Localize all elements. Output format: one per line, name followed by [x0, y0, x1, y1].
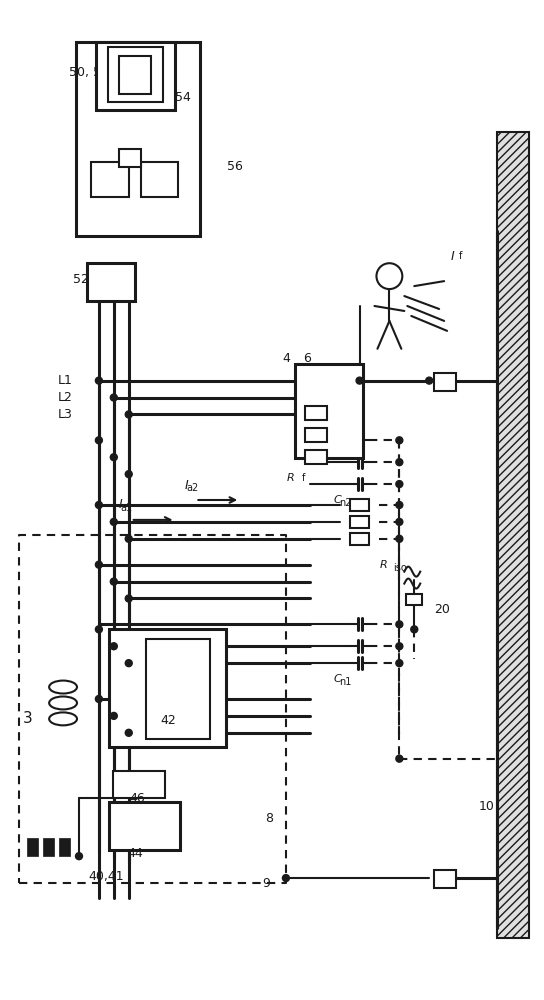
Circle shape — [396, 660, 403, 667]
Bar — [91, 162, 129, 197]
Bar — [406, 594, 422, 605]
Bar — [109, 629, 226, 747]
Text: I: I — [184, 479, 188, 492]
Text: a1: a1 — [121, 503, 133, 513]
Text: R: R — [287, 473, 295, 483]
Text: 44: 44 — [128, 847, 144, 860]
Circle shape — [125, 535, 132, 542]
Bar — [141, 162, 178, 197]
Text: f: f — [302, 473, 305, 483]
Bar — [434, 870, 456, 888]
Text: 46: 46 — [130, 792, 146, 805]
Bar — [113, 771, 164, 798]
Bar — [146, 639, 211, 739]
Circle shape — [396, 518, 403, 525]
Bar — [434, 373, 456, 391]
Circle shape — [110, 394, 118, 401]
Bar — [350, 533, 369, 545]
Circle shape — [125, 595, 132, 602]
Circle shape — [396, 755, 403, 762]
Circle shape — [396, 501, 403, 508]
Bar — [59, 838, 70, 856]
Bar — [109, 802, 181, 850]
Text: I: I — [450, 250, 454, 263]
Circle shape — [426, 377, 432, 384]
Text: 3: 3 — [23, 711, 33, 726]
Circle shape — [110, 578, 118, 585]
Circle shape — [282, 875, 289, 882]
Text: 20: 20 — [434, 603, 450, 616]
Bar — [27, 838, 38, 856]
Bar — [87, 263, 135, 301]
Text: L2: L2 — [58, 391, 73, 404]
Circle shape — [356, 377, 363, 384]
Circle shape — [95, 695, 102, 702]
Bar — [305, 428, 327, 442]
Ellipse shape — [49, 712, 77, 725]
Circle shape — [396, 459, 403, 466]
Text: C: C — [334, 495, 342, 505]
Circle shape — [125, 729, 132, 736]
Bar — [305, 450, 327, 464]
Text: 42: 42 — [160, 714, 176, 727]
Bar — [305, 406, 327, 420]
Text: 10: 10 — [479, 800, 495, 813]
Circle shape — [125, 411, 132, 418]
Bar — [497, 132, 529, 938]
Text: C: C — [334, 674, 342, 684]
Circle shape — [95, 626, 102, 633]
Text: 56: 56 — [227, 160, 243, 173]
Circle shape — [95, 377, 102, 384]
Bar — [119, 149, 141, 167]
Circle shape — [110, 643, 118, 650]
Circle shape — [411, 626, 418, 633]
Text: n2: n2 — [339, 498, 352, 508]
Bar — [295, 364, 362, 458]
Bar — [76, 42, 200, 236]
Text: a2: a2 — [186, 483, 199, 493]
Circle shape — [95, 561, 102, 568]
Circle shape — [95, 501, 102, 508]
Ellipse shape — [49, 696, 77, 709]
Circle shape — [125, 471, 132, 478]
Circle shape — [110, 712, 118, 719]
Bar — [350, 499, 369, 511]
Bar — [119, 56, 151, 94]
Text: 54: 54 — [176, 91, 191, 104]
Circle shape — [110, 454, 118, 461]
Text: L1: L1 — [58, 374, 73, 387]
Text: L3: L3 — [58, 408, 73, 421]
Circle shape — [376, 263, 403, 289]
Circle shape — [125, 660, 132, 667]
Text: 52: 52 — [73, 273, 89, 286]
Bar — [350, 516, 369, 528]
Circle shape — [110, 518, 118, 525]
Text: 4: 4 — [282, 352, 290, 365]
Text: I: I — [119, 498, 122, 511]
Circle shape — [95, 437, 102, 444]
Text: 8: 8 — [265, 812, 273, 825]
Circle shape — [396, 621, 403, 628]
Circle shape — [396, 643, 403, 650]
Text: n1: n1 — [339, 677, 352, 687]
Circle shape — [396, 535, 403, 542]
Text: 50, 51: 50, 51 — [69, 66, 109, 79]
Text: 9: 9 — [262, 877, 270, 890]
Circle shape — [76, 853, 83, 860]
Text: 6: 6 — [303, 352, 311, 365]
Circle shape — [396, 481, 403, 488]
Text: iso: iso — [393, 563, 407, 573]
Bar — [96, 42, 176, 110]
Circle shape — [396, 437, 403, 444]
Bar — [43, 838, 54, 856]
Text: R: R — [380, 560, 387, 570]
Ellipse shape — [49, 681, 77, 694]
Text: 40,41: 40,41 — [88, 870, 123, 883]
Text: f: f — [459, 251, 462, 261]
Bar — [108, 47, 163, 102]
